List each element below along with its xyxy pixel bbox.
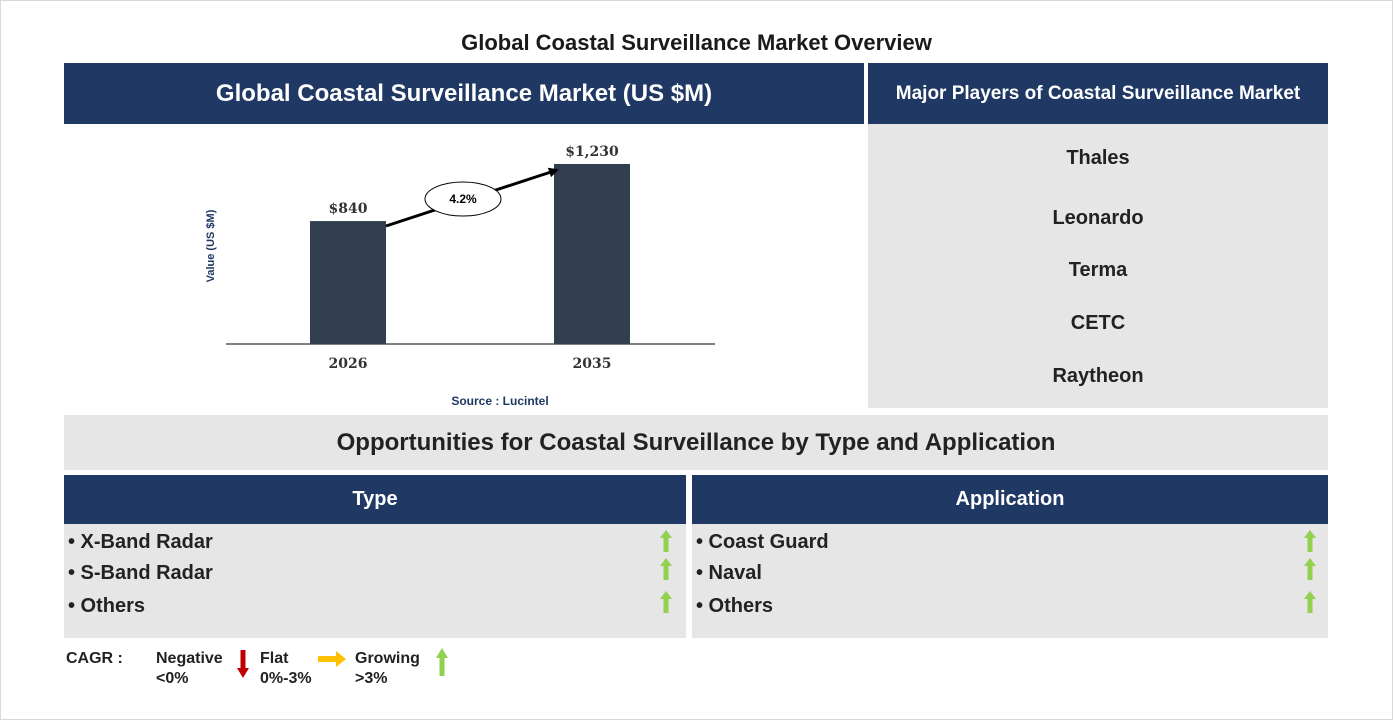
x-tick-label: 2026	[329, 356, 368, 372]
type-item: • X-Band Radar	[68, 531, 213, 553]
cagr-label: 4.2%	[449, 192, 477, 206]
player-name: Leonardo	[1052, 207, 1144, 229]
type-item: • Others	[68, 595, 146, 617]
growing-arrow-icon	[436, 648, 448, 676]
type-heading: Type	[64, 475, 686, 524]
legend-flat-text: Flat	[260, 650, 289, 667]
legend-growing-range: >3%	[355, 670, 388, 687]
application-item: • Others	[696, 595, 774, 617]
bar-value-label: $840	[329, 201, 368, 217]
growing-arrow-icon	[1304, 558, 1316, 580]
cagr-bubble	[424, 181, 502, 217]
chart-source: Source : Lucintel	[451, 394, 548, 408]
legend-growing-label: Growing >3%	[355, 649, 420, 689]
player-name: Raytheon	[1052, 365, 1144, 387]
flat-arrow-icon	[318, 651, 346, 667]
type-panel: • X-Band Radar • S-Band Radar • Others	[64, 524, 686, 638]
players-panel: Thales Leonardo Terma CETC Raytheon	[868, 124, 1328, 408]
growing-arrow-icon	[660, 591, 672, 613]
bar-2026	[310, 221, 386, 344]
growing-arrow-icon	[660, 530, 672, 552]
opportunities-heading: Opportunities for Coastal Surveillance b…	[64, 415, 1328, 470]
growing-arrow-icon	[660, 558, 672, 580]
application-panel: • Coast Guard • Naval • Others	[692, 524, 1328, 638]
page-title: Global Coastal Surveillance Market Overv…	[461, 30, 932, 55]
application-item: • Coast Guard	[696, 531, 829, 553]
y-axis-label: Value (US $M)	[205, 209, 217, 282]
growing-arrow-icon	[1304, 530, 1316, 552]
legend-flat-label: Flat 0%-3%	[260, 649, 312, 689]
application-item: • Naval	[696, 562, 762, 584]
player-name: Terma	[1068, 259, 1128, 281]
players-panel-heading: Major Players of Coastal Surveillance Ma…	[868, 63, 1328, 124]
legend-growing-text: Growing	[355, 650, 420, 667]
bar-value-label: $1,230	[565, 144, 619, 160]
market-bar-chart: Value (US $M) $840 2026 $1,230 2035 4.2% So…	[205, 144, 715, 408]
legend-negative-label: Negative <0%	[156, 649, 223, 689]
player-name: CETC	[1070, 312, 1126, 334]
application-heading: Application	[692, 475, 1328, 524]
chart-panel-heading: Global Coastal Surveillance Market (US $…	[64, 63, 864, 124]
legend-negative-text: Negative	[156, 650, 223, 667]
growing-arrow-icon	[1304, 591, 1316, 613]
type-item: • S-Band Radar	[68, 562, 213, 584]
bar-2035	[554, 164, 630, 344]
legend-negative-range: <0%	[156, 670, 189, 687]
negative-arrow-icon	[237, 650, 249, 678]
x-tick-label: 2035	[573, 356, 612, 372]
player-name: Thales	[1066, 147, 1130, 169]
legend-flat-range: 0%-3%	[260, 670, 312, 687]
legend-cagr-label: CAGR :	[66, 650, 123, 667]
